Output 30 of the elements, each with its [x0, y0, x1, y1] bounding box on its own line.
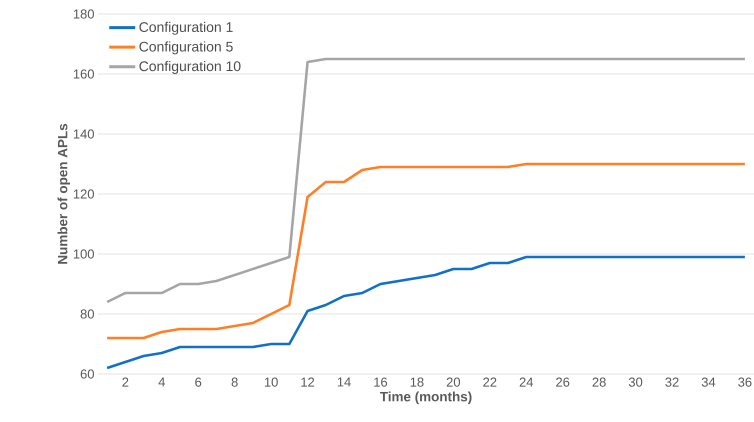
y-tick-label: 80 — [80, 309, 94, 319]
x-tick-label: 8 — [232, 378, 238, 387]
y-tick-label: 120 — [74, 189, 94, 199]
y-axis-title: Number of open APLs — [57, 124, 70, 264]
x-tick-label: 30 — [628, 378, 642, 387]
y-tick-label: 100 — [74, 249, 94, 259]
x-tick-label: 18 — [410, 378, 424, 387]
y-tick-label: 60 — [80, 369, 94, 379]
x-tick-label: 2 — [122, 378, 128, 387]
x-tick-label: 34 — [702, 378, 716, 387]
x-tick-label: 20 — [446, 378, 460, 387]
legend-label: Configuration 1 — [139, 22, 233, 35]
legend-label: Configuration 10 — [139, 60, 241, 74]
x-axis-title: Time (months) — [380, 392, 472, 404]
x-tick-label: 12 — [301, 378, 314, 387]
y-tick-label: 140 — [74, 129, 94, 139]
y-tick-label: 180 — [74, 9, 94, 19]
x-tick-label: 10 — [264, 378, 278, 387]
x-tick-label: 4 — [158, 378, 166, 386]
x-tick-label: 16 — [374, 378, 388, 387]
x-tick-label: 24 — [520, 378, 534, 387]
x-tick-label: 28 — [592, 378, 606, 387]
x-tick-label: 22 — [483, 378, 496, 387]
x-tick-label: 26 — [556, 378, 570, 387]
x-tick-label: 36 — [738, 378, 752, 387]
x-tick-label: 6 — [195, 378, 202, 387]
x-tick-label: 14 — [338, 378, 351, 386]
y-tick-label: 160 — [74, 69, 94, 79]
x-tick-label: 32 — [665, 378, 679, 387]
legend-label: Configuration 5 — [139, 41, 233, 54]
